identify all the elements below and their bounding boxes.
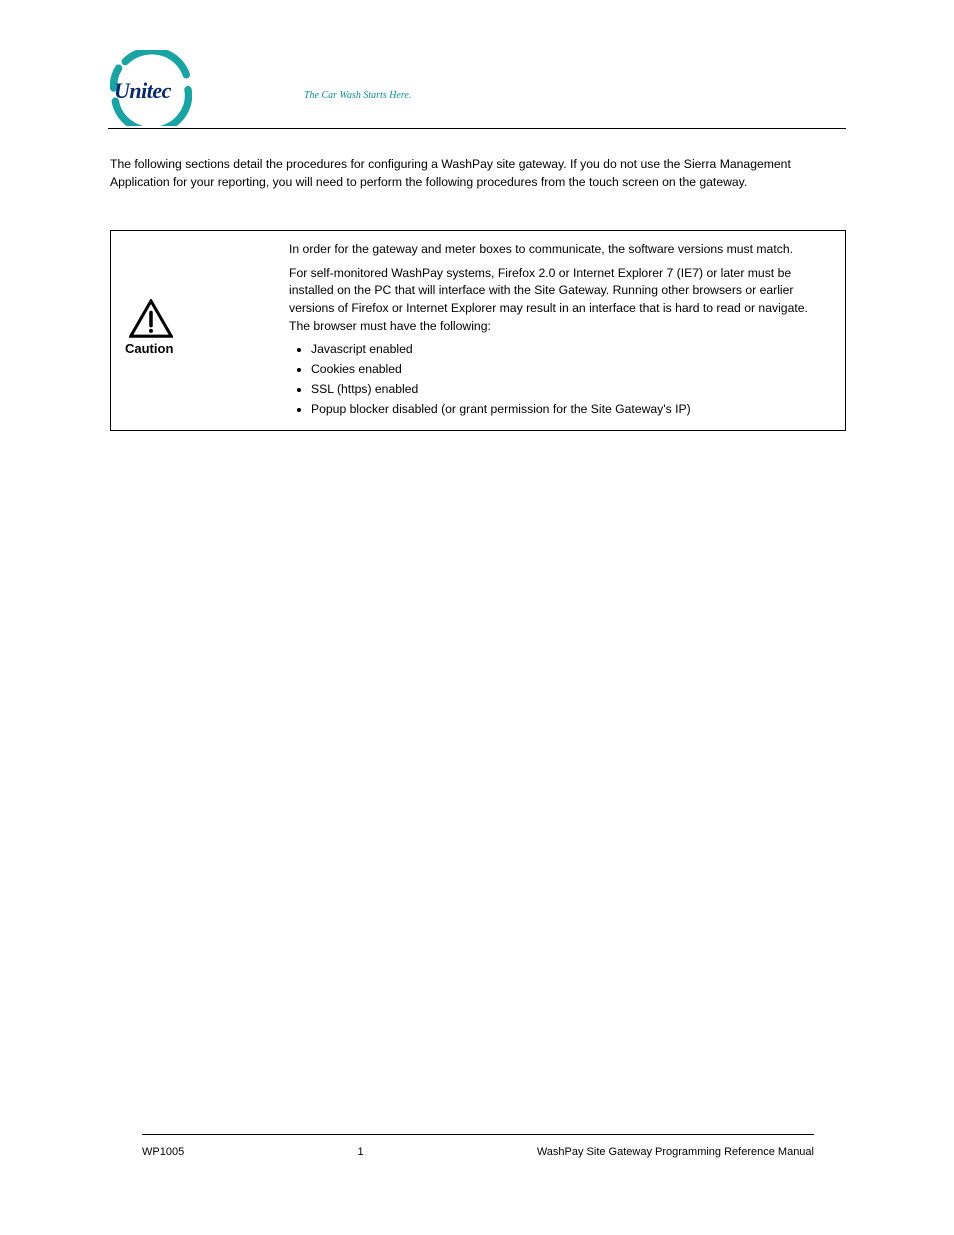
logo-wordmark: Unitec: [114, 78, 171, 104]
caution-p2: For self-monitored WashPay systems, Fire…: [289, 265, 831, 336]
footer-page-number: 1: [341, 1146, 381, 1158]
logo: Unitec: [108, 50, 288, 130]
page: Unitec The Car Wash Starts Here. The fol…: [0, 0, 954, 1235]
logo-rest: nitec: [129, 78, 171, 103]
logo-ring-arc: [125, 51, 186, 75]
footer-doc-title: WashPay Site Gateway Programming Referen…: [537, 1146, 814, 1158]
caution-bullet: Cookies enabled: [311, 361, 831, 379]
caution-bullet: SSL (https) enabled: [311, 381, 831, 399]
footer: WP1005 1 WashPay Site Gateway Programmin…: [142, 1146, 814, 1158]
header: Unitec The Car Wash Starts Here.: [108, 50, 848, 130]
caution-p1: In order for the gateway and meter boxes…: [289, 241, 831, 259]
footer-doc-number: WP1005: [142, 1146, 184, 1158]
logo-tagline: The Car Wash Starts Here.: [304, 90, 411, 101]
caution-bullet: Popup blocker disabled (or grant permiss…: [311, 401, 831, 419]
footer-rule: [142, 1134, 814, 1135]
intro-paragraph: The following sections detail the proced…: [110, 156, 846, 191]
caution-body: In order for the gateway and meter boxes…: [289, 241, 831, 420]
caution-bullets: Javascript enabled Cookies enabled SSL (…: [289, 341, 831, 418]
logo-letter-u: U: [114, 78, 129, 103]
caution-label: Caution: [125, 341, 173, 356]
warning-triangle-dot: [149, 329, 153, 333]
caution-row: Caution In order for the gateway and met…: [125, 241, 831, 420]
header-rule: [108, 128, 846, 129]
caution-box: Caution In order for the gateway and met…: [110, 230, 846, 431]
caution-symbol-col: Caution: [125, 241, 275, 356]
warning-triangle-icon: [129, 299, 173, 339]
caution-bullet: Javascript enabled: [311, 341, 831, 359]
